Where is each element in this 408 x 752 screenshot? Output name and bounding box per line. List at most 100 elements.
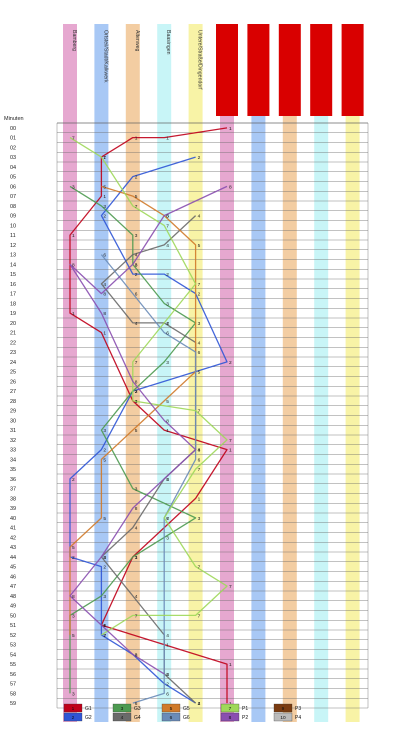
stop-marker: 8: [103, 292, 106, 298]
minute-label: 26: [10, 379, 16, 385]
stop-marker: 5: [198, 243, 201, 249]
stop-marker: 1: [198, 496, 201, 502]
legend-swatch-G1: [63, 703, 83, 713]
stop-marker: 7: [229, 584, 232, 590]
stop-marker: 6: [166, 691, 169, 697]
minute-label: 18: [10, 301, 16, 307]
minute-label: 58: [10, 691, 16, 697]
minute-label: 07: [10, 194, 16, 200]
minute-label: 47: [10, 584, 16, 590]
stop-marker: 1: [166, 643, 169, 649]
minute-label: 31: [10, 428, 16, 434]
minute-label: 59: [10, 701, 16, 707]
stop-marker: 2: [166, 682, 169, 688]
legend-number: 7: [229, 706, 232, 712]
minute-label: 05: [10, 175, 16, 181]
stop-marker: 7: [166, 223, 169, 229]
stop-marker: 3: [103, 428, 106, 434]
minute-label: 38: [10, 496, 16, 502]
minute-label: 19: [10, 311, 16, 317]
minute-label: 00: [10, 126, 16, 132]
stop-marker: 4: [135, 253, 138, 259]
stop-marker: 8: [229, 184, 232, 190]
stop-marker: 8: [72, 594, 75, 600]
stop-marker: 3: [72, 184, 75, 190]
station-band-9: [345, 116, 360, 722]
stop-marker: 8: [135, 506, 138, 512]
minute-label: 13: [10, 253, 16, 259]
minute-label: 42: [10, 535, 16, 541]
stop-marker: 3: [103, 594, 106, 600]
stop-marker: 8: [135, 652, 138, 658]
stop-marker: 7: [135, 204, 138, 210]
stop-marker: 6: [198, 457, 201, 463]
stop-marker: 5: [166, 399, 169, 405]
minute-label: 14: [10, 262, 16, 268]
stop-marker: 2: [135, 272, 138, 278]
stop-marker: 6: [103, 253, 106, 259]
stop-marker: 3: [135, 233, 138, 239]
stop-marker: 1: [103, 623, 106, 629]
minute-label: 53: [10, 643, 16, 649]
stop-marker: 1: [103, 331, 106, 337]
minute-label: 11: [10, 233, 16, 239]
stop-marker: 8: [166, 477, 169, 483]
legend-number: 5: [170, 706, 173, 712]
stop-marker: 5: [103, 516, 106, 522]
stop-marker: 8: [198, 448, 201, 454]
legend-number: 3: [121, 706, 124, 712]
station-label-1: Ortsteil/Stadt/Kalkwerk: [102, 30, 108, 83]
stop-marker: 6: [135, 701, 138, 707]
station-label-0: Bamberg: [71, 30, 77, 51]
stop-marker: 2: [198, 292, 201, 298]
minute-label: 50: [10, 613, 16, 619]
stop-marker: 7: [135, 399, 138, 405]
legend-label-P4: P4: [295, 715, 301, 721]
stop-marker: 2: [229, 360, 232, 366]
minute-label: 35: [10, 467, 16, 473]
legend-swatch-P3: [273, 703, 293, 713]
axis-labels: Minuten 00 01 02 03 04 05 06 07 08 09 10 11 12 13 14 15 1…: [4, 116, 24, 707]
legend-label-G1: G1: [85, 706, 92, 712]
minute-label: 41: [10, 526, 16, 532]
station-band-8: [314, 116, 329, 722]
minute-label: 23: [10, 350, 16, 356]
stop-marker: 8: [135, 262, 138, 268]
stop-marker: 1: [229, 448, 232, 454]
minute-label: 12: [10, 243, 16, 249]
stop-marker: 5: [72, 633, 75, 639]
stop-marker: 8: [103, 555, 106, 561]
stop-marker: 5: [103, 457, 106, 463]
stop-marker: 3: [72, 613, 75, 619]
minute-label: 27: [10, 389, 16, 395]
station-header-7: [278, 24, 301, 116]
stop-marker: 1: [103, 194, 106, 200]
minute-label: 48: [10, 594, 16, 600]
minute-label: 34: [10, 457, 16, 463]
station-band-7: [282, 116, 297, 722]
stop-marker: 3: [135, 555, 138, 561]
legend-label-P1: P1: [242, 706, 248, 712]
legend-label-G2: G2: [85, 715, 92, 721]
stop-marker: 4: [166, 672, 169, 678]
stop-marker: 2: [103, 565, 106, 571]
stop-marker: 4: [166, 321, 169, 327]
line-G2: [69, 156, 228, 704]
stop-marker: 7: [135, 360, 138, 366]
minute-label: 36: [10, 477, 16, 483]
stop-marker: 3: [72, 691, 75, 697]
stop-marker: 8: [103, 623, 106, 629]
minute-label: 04: [10, 165, 16, 171]
stop-marker: 7: [198, 409, 201, 415]
stop-marker: 3: [198, 321, 201, 327]
stop-marker: 5: [135, 194, 138, 200]
legend-label-P3: P3: [295, 706, 301, 712]
station-label-2: Altenweg: [134, 30, 140, 51]
minute-label: 20: [10, 321, 16, 327]
stop-marker: 4: [103, 555, 106, 561]
station-header-5: [216, 24, 238, 116]
stop-marker: 4: [166, 243, 169, 249]
minute-label: 43: [10, 545, 16, 551]
minute-label: 03: [10, 155, 16, 161]
stop-marker: 4: [198, 448, 201, 454]
